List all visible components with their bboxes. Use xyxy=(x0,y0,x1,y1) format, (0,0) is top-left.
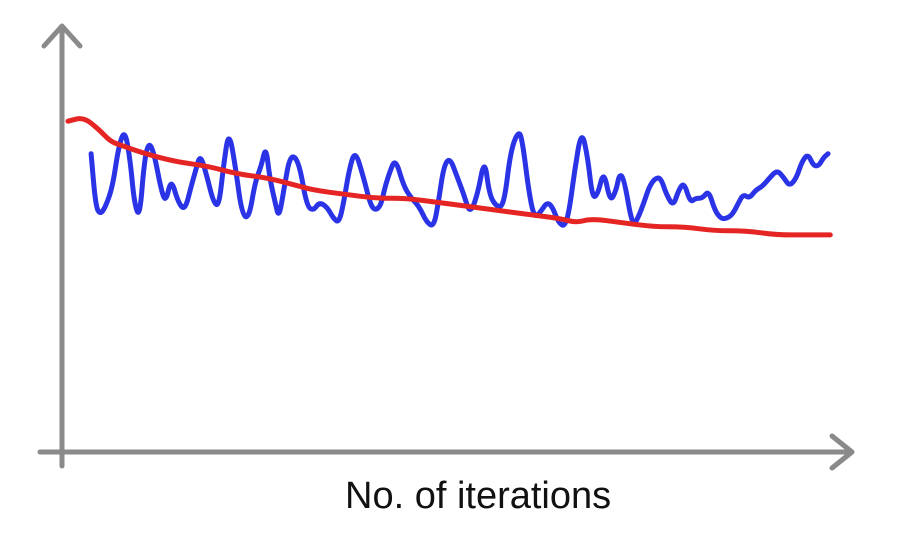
x-axis-arrow-icon xyxy=(829,433,855,471)
series-line-1 xyxy=(88,131,831,228)
series-layer xyxy=(65,116,833,238)
series-line-2 xyxy=(65,116,833,238)
x-axis xyxy=(37,433,855,471)
x-axis-label: No. of iterations xyxy=(345,475,611,517)
y-axis-arrow-icon xyxy=(41,23,83,49)
y-axis xyxy=(41,23,83,469)
